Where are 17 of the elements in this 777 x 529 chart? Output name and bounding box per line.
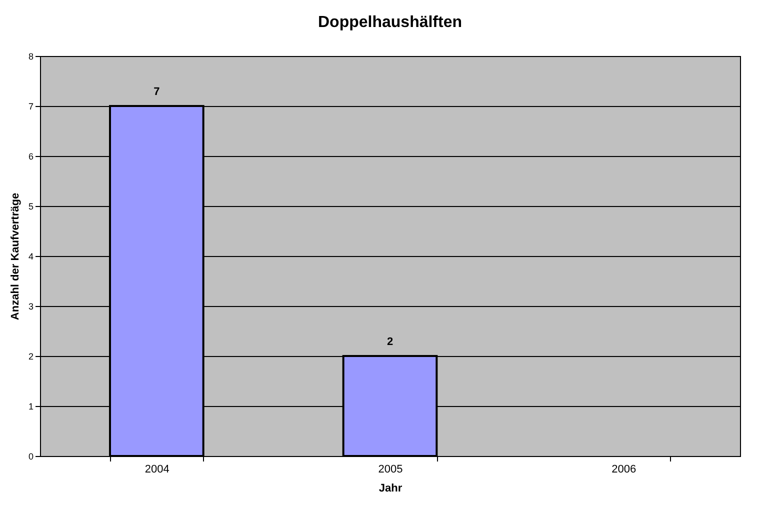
y-tick-label: 8 [28,52,34,62]
y-tick-label: 1 [28,402,34,412]
chart-title: Doppelhaushälften [318,14,462,31]
data-label: 7 [154,86,160,98]
data-label: 2 [386,336,394,348]
y-tick-label: 6 [28,152,34,162]
y-axis-title: Anzahl der Kaufverträge [9,192,22,320]
y-tick-label: 3 [28,302,34,312]
y-tick-label: 0 [28,452,34,462]
y-tick-label: 4 [28,252,34,262]
y-tick-label: 5 [28,202,34,212]
y-tick-label: 7 [28,102,34,112]
y-tick-label: 2 [28,352,34,362]
x-tick-label: 2006 [612,464,636,476]
x-tick-label: 2004 [144,464,170,476]
x-axis-title: Jahr [378,482,403,494]
x-tick-label: 2005 [378,464,403,476]
